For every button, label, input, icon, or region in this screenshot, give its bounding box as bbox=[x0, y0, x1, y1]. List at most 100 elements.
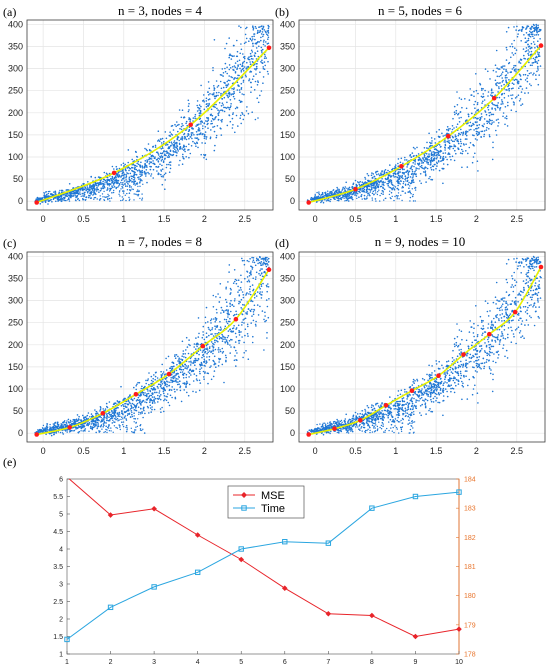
scatter-point bbox=[457, 140, 460, 143]
scatter-point bbox=[231, 327, 234, 330]
scatter-point bbox=[414, 200, 416, 202]
scatter-point bbox=[502, 112, 505, 114]
scatter-point bbox=[464, 138, 467, 140]
scatter-point bbox=[205, 344, 208, 347]
scatter-point bbox=[244, 334, 246, 337]
scatter-point bbox=[479, 82, 481, 85]
scatter-point bbox=[160, 142, 163, 144]
scatter-point bbox=[389, 179, 392, 181]
scatter-point bbox=[442, 135, 445, 137]
scatter-point bbox=[233, 77, 236, 79]
scatter-point bbox=[182, 368, 185, 371]
scatter-point bbox=[265, 31, 267, 34]
scatter-point bbox=[188, 383, 191, 386]
scatter-point bbox=[372, 185, 374, 187]
scatter-point bbox=[141, 197, 144, 199]
scatter-point bbox=[127, 413, 129, 415]
scatter-point bbox=[268, 25, 270, 28]
scatter-point bbox=[469, 142, 472, 144]
scatter-point bbox=[196, 379, 198, 382]
scatter-point bbox=[126, 189, 129, 191]
scatter-point bbox=[214, 317, 217, 319]
scatter-point bbox=[219, 80, 222, 83]
scatter-point bbox=[250, 91, 252, 93]
scatter-point bbox=[430, 178, 432, 181]
scatter-point bbox=[199, 368, 201, 371]
scatter-point bbox=[137, 396, 140, 399]
scatter-point bbox=[156, 170, 158, 172]
scatter-point bbox=[97, 425, 100, 428]
scatter-point bbox=[380, 180, 382, 182]
scatter-point bbox=[491, 119, 493, 122]
scatter-point bbox=[495, 82, 497, 85]
scatter-point bbox=[500, 85, 503, 87]
scatter-point bbox=[216, 332, 218, 335]
scatter-point bbox=[527, 74, 529, 77]
scatter-point bbox=[136, 190, 138, 193]
scatter-point bbox=[174, 396, 177, 399]
scatter-point bbox=[150, 379, 153, 382]
scatter-point bbox=[258, 272, 260, 275]
scatter-point bbox=[201, 121, 203, 123]
scatter-point bbox=[82, 198, 84, 200]
scatter-point bbox=[528, 61, 530, 64]
scatter-point bbox=[241, 111, 243, 114]
scatter-point bbox=[487, 106, 489, 109]
scatter-point bbox=[521, 88, 524, 90]
scatter-point bbox=[234, 72, 237, 74]
scatter-point bbox=[480, 107, 483, 109]
scatter-point bbox=[240, 289, 242, 291]
scatter-point bbox=[176, 373, 179, 375]
scatter-point bbox=[165, 154, 167, 157]
scatter-point bbox=[476, 127, 478, 130]
scatter-point bbox=[413, 172, 416, 175]
scatter-point bbox=[461, 106, 463, 109]
scatter-point bbox=[255, 69, 257, 71]
scatter-point bbox=[96, 198, 98, 200]
scatter-point bbox=[507, 88, 510, 90]
scatter-point bbox=[154, 378, 156, 381]
scatter-point bbox=[213, 355, 216, 358]
scatter-point bbox=[402, 182, 404, 185]
scatter-point bbox=[384, 181, 386, 183]
scatter-point bbox=[161, 152, 163, 155]
scatter-point bbox=[423, 159, 425, 161]
scatter-point bbox=[397, 180, 399, 183]
scatter-point bbox=[174, 380, 177, 382]
scatter-point bbox=[146, 159, 148, 161]
scatter-point bbox=[533, 24, 535, 27]
scatter-point bbox=[146, 405, 149, 408]
scatter-point bbox=[126, 192, 128, 195]
scatter-point bbox=[265, 258, 267, 261]
scatter-point bbox=[211, 114, 214, 117]
scatter-point bbox=[127, 149, 130, 151]
scatter-point bbox=[246, 106, 248, 108]
panel-label: (b) bbox=[275, 5, 289, 19]
scatter-point bbox=[144, 385, 146, 388]
scatter-point bbox=[219, 349, 221, 351]
scatter-point bbox=[238, 329, 240, 332]
scatter-point bbox=[257, 117, 259, 119]
scatter-point bbox=[319, 195, 322, 197]
scatter-point bbox=[222, 86, 225, 89]
scatter-point bbox=[151, 396, 154, 398]
scatter-point bbox=[448, 142, 451, 145]
scatter-point bbox=[501, 101, 504, 103]
scatter-point bbox=[145, 382, 147, 385]
scatter-point bbox=[181, 148, 184, 150]
scatter-point bbox=[47, 190, 50, 193]
scatter-point bbox=[74, 195, 77, 197]
scatter-point bbox=[408, 181, 410, 184]
scatter-point bbox=[249, 271, 252, 274]
scatter-point bbox=[212, 67, 214, 69]
scatter-point bbox=[524, 73, 527, 76]
scatter-point bbox=[351, 185, 354, 188]
scatter-point bbox=[220, 109, 222, 112]
scatter-point bbox=[178, 164, 180, 166]
scatter-point bbox=[200, 105, 202, 108]
scatter-point bbox=[68, 194, 70, 196]
scatter-point bbox=[329, 200, 331, 203]
scatter-point bbox=[157, 165, 160, 168]
scatter-point bbox=[378, 174, 381, 177]
scatter-point bbox=[333, 191, 336, 193]
